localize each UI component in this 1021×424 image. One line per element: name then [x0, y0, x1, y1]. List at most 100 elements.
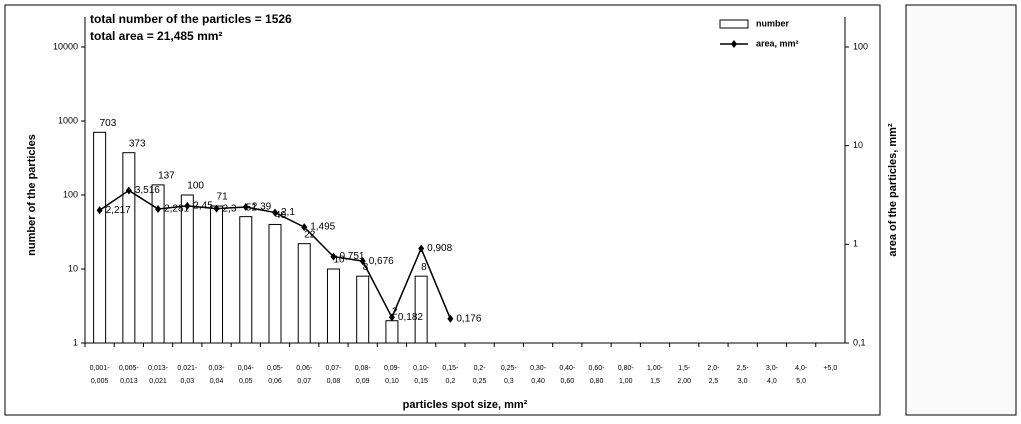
x-tick-label: +5,0	[823, 365, 837, 372]
bar	[268, 223, 282, 344]
bar	[151, 184, 165, 344]
y-tick-label: 1	[73, 337, 78, 347]
y-tick-label: 10	[68, 263, 78, 273]
marker	[388, 313, 395, 322]
x-tick-label: 0,06	[268, 378, 282, 385]
y2-tick-label: 0,1	[853, 337, 866, 347]
bar-label: 703	[100, 118, 117, 129]
legend-label: number	[756, 18, 790, 28]
marker	[242, 202, 249, 211]
y-tick-label: 1000	[58, 115, 78, 125]
x-tick-label: 2,00	[677, 378, 691, 385]
x-tick-label: 1,5-	[678, 365, 691, 372]
marker	[272, 208, 278, 217]
chart-title: total number of the particles = 1526	[90, 12, 292, 26]
bar	[239, 216, 253, 344]
marker	[184, 201, 191, 210]
x-tick-label: 0,09-	[384, 365, 401, 372]
x-tick-label: 0,03	[180, 378, 194, 385]
y2-tick-label: 10	[853, 140, 863, 150]
x-tick-label: 0,08-	[355, 365, 372, 372]
line-label: 0,182	[398, 312, 423, 323]
x-tick-label: 0,10-	[413, 365, 430, 372]
x-tick-label: 0,15-	[442, 365, 459, 372]
line-label: 3,516	[135, 185, 160, 196]
bar-label: 100	[187, 181, 204, 192]
x-tick-label: 0,05-	[267, 365, 284, 372]
marker	[125, 186, 132, 195]
x-tick-label: 3,0	[738, 378, 748, 385]
x-tick-label: 1,00	[619, 378, 633, 385]
bar	[122, 152, 136, 344]
marker	[96, 206, 103, 215]
marker	[418, 244, 425, 253]
x-tick-label: 5,0	[796, 378, 806, 385]
x-tick-label: 0,05	[239, 378, 253, 385]
x-tick-label: 2,5-	[737, 365, 750, 372]
x-tick-label: 4,0-	[795, 365, 808, 372]
x-tick-label: 0,2-	[474, 365, 487, 372]
y2-tick-label: 100	[853, 41, 868, 51]
bar	[356, 275, 370, 344]
x-tick-label: 0,30-	[530, 365, 547, 372]
x-tick-label: 0,04-	[238, 365, 255, 372]
bar-label: 10	[333, 255, 345, 266]
x-tick-label: 0,40-	[559, 365, 576, 372]
x-tick-label: 0,15	[414, 378, 428, 385]
x-tick-label: 0,25	[473, 378, 487, 385]
x-tick-label: 0,001-	[90, 365, 111, 372]
x-tick-label: 0,2	[446, 378, 456, 385]
x-tick-label: 0,021	[149, 378, 167, 385]
x-tick-label: 0,021-	[177, 365, 198, 372]
chart-frame	[4, 4, 881, 416]
line-label: 0,676	[369, 256, 394, 267]
bar	[385, 320, 399, 344]
side-image	[905, 4, 1017, 416]
x-axis-label: particles spot size, mm²	[403, 399, 528, 411]
bar	[297, 243, 311, 344]
line-label: 2,3	[223, 203, 237, 214]
marker	[330, 252, 337, 261]
x-tick-label: 0,013	[120, 378, 138, 385]
marker	[301, 223, 308, 232]
line-label: 0,751	[339, 251, 364, 262]
x-tick-label: 0,06-	[296, 365, 313, 372]
x-tick-label: 0,08	[327, 378, 341, 385]
y-axis-label: number of the particles	[26, 134, 38, 256]
bar-label: 22	[304, 229, 316, 240]
legend-marker	[731, 40, 737, 48]
x-tick-label: 1,00-	[647, 365, 664, 372]
x-tick-label: 0,09	[356, 378, 370, 385]
line-label: 1,495	[310, 222, 335, 233]
bar	[93, 131, 107, 344]
bar-label: 71	[217, 192, 229, 203]
x-tick-label: 0,60-	[589, 365, 606, 372]
x-tick-label: 2,5	[709, 378, 719, 385]
marker	[359, 257, 366, 266]
x-tick-label: 4,0	[767, 378, 777, 385]
marker	[213, 204, 220, 213]
x-tick-label: 0,10	[385, 378, 399, 385]
y2-tick-label: 1	[853, 239, 858, 249]
x-tick-label: 2,0-	[707, 365, 720, 372]
x-tick-label: 0,04	[210, 378, 224, 385]
line-label: 2,281	[164, 204, 189, 215]
x-tick-label: 0,25-	[501, 365, 518, 372]
x-tick-label: 1,5	[650, 378, 660, 385]
x-tick-label: 0,005	[91, 378, 109, 385]
bar	[180, 194, 194, 344]
x-tick-label: 0,07	[297, 378, 311, 385]
line-label: 0,908	[427, 243, 452, 254]
y-tick-label: 10000	[53, 41, 78, 51]
x-tick-label: 3,0-	[766, 365, 779, 372]
x-tick-label: 0,80	[590, 378, 604, 385]
bar-label: 137	[158, 171, 175, 182]
x-tick-label: 0,03-	[209, 365, 226, 372]
x-tick-label: 0,013-	[148, 365, 169, 372]
bar	[414, 275, 428, 344]
x-tick-label: 0,005-	[119, 365, 140, 372]
line-label: 2,39	[252, 202, 272, 213]
chart-subtitle: total area = 21,485 mm²	[90, 29, 222, 43]
